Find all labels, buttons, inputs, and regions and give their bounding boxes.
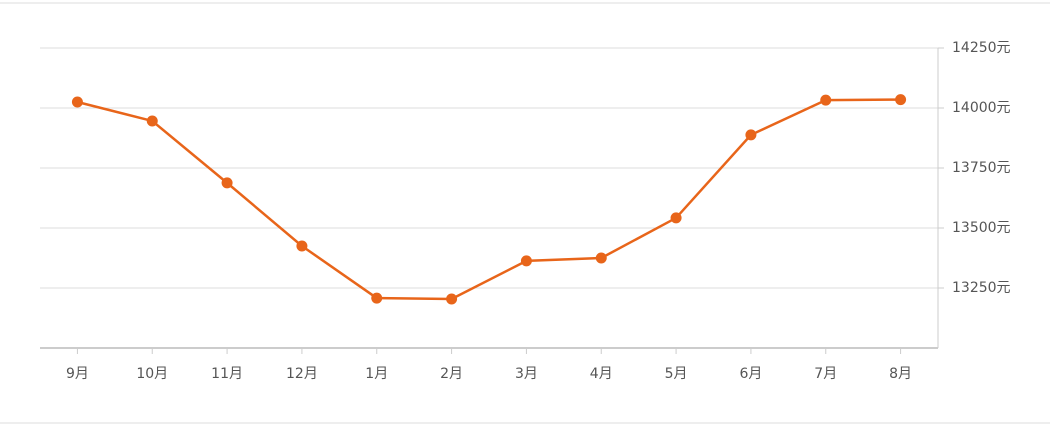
x-tick-label: 4月 [590, 366, 613, 382]
y-tick-label: 13750元 [952, 160, 1011, 176]
data-point [146, 115, 158, 127]
data-point [895, 94, 907, 106]
x-tick-label: 6月 [739, 366, 762, 382]
x-tick-label: 2月 [440, 366, 463, 382]
data-point [670, 212, 682, 224]
data-point [296, 240, 308, 252]
data-point [520, 255, 532, 267]
y-tick-label: 14000元 [952, 100, 1011, 116]
data-point [595, 252, 607, 264]
data-point [371, 292, 383, 304]
x-tick-label: 9月 [66, 366, 89, 382]
x-tick-label: 5月 [665, 366, 688, 382]
x-tick-label: 8月 [889, 366, 912, 382]
data-point [820, 94, 832, 106]
y-tick-label: 14250元 [952, 40, 1011, 56]
x-tick-label: 1月 [365, 366, 388, 382]
y-tick-label: 13250元 [952, 280, 1011, 296]
x-tick-label: 10月 [136, 366, 168, 382]
data-point [71, 96, 83, 108]
series-line [77, 98, 901, 301]
y-tick-label: 13500元 [952, 220, 1011, 236]
x-tick-label: 12月 [286, 366, 318, 382]
x-tick-label: 11月 [211, 366, 243, 382]
x-tick-label: 7月 [814, 366, 837, 382]
data-point [745, 129, 757, 141]
data-point [221, 177, 233, 189]
x-tick-label: 3月 [515, 366, 538, 382]
data-point [446, 293, 458, 305]
